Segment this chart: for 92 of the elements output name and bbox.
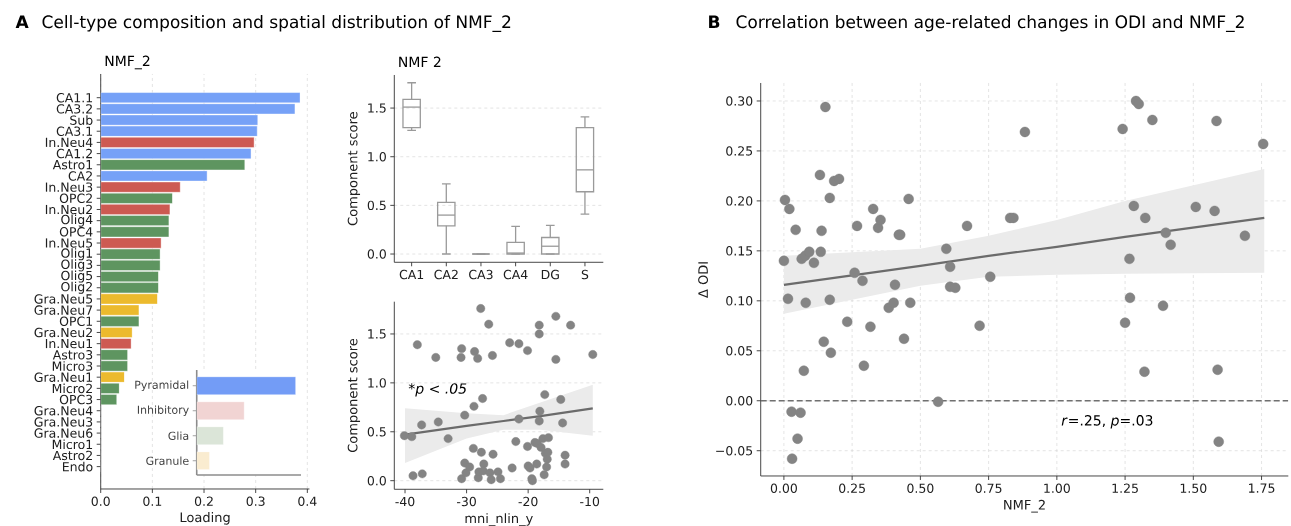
y-tick-label: Micro2	[52, 383, 92, 394]
y-tick-label: 1.5	[368, 103, 386, 113]
annotation: *p < .05	[408, 383, 467, 397]
x-tick-label: 1.50	[1180, 483, 1207, 493]
x-tick-label: 1.25	[1112, 483, 1138, 493]
y-tick-label: In.Neu1	[45, 339, 93, 349]
x-axis-title: mni_nlin_y	[465, 513, 533, 526]
y-tick-label: CA1.2	[56, 148, 92, 159]
x-tick-label: -10	[580, 496, 600, 507]
text: Cell-type composition and spatial distribution of NMF_2	[42, 15, 511, 32]
x-tick-label: 1.00	[1044, 483, 1070, 493]
y-tick-label: Inhibitory	[137, 405, 189, 417]
y-tick-label: Astro2	[52, 450, 92, 461]
y-tick-label: Olig5	[61, 270, 93, 283]
y-tick-label: Gra.Neu1	[34, 372, 93, 382]
x-tick-label: 0.25	[839, 483, 865, 493]
x-tick-label: S	[581, 269, 589, 280]
x-tick-label: 0.00	[770, 483, 797, 493]
x-tick-label: CA4	[503, 269, 528, 280]
x-tick-label: 1.75	[1249, 483, 1275, 493]
y-tick-label: Olig3	[61, 259, 93, 272]
y-tick-label: CA3.2	[56, 104, 92, 114]
y-tick-label: 0.30	[726, 96, 753, 106]
y-tick-label: 0.05	[726, 346, 753, 356]
x-tick-label: 0.0	[91, 496, 110, 506]
y-tick-label: CA3.1	[56, 126, 93, 136]
y-tick-label: 1.0	[368, 151, 386, 162]
y-tick-label: OPC3	[59, 394, 93, 405]
y-tick-label: 0.0	[367, 249, 386, 259]
x-tick-label: 0.3	[246, 496, 265, 506]
y-tick-label: CA1.1	[56, 92, 93, 103]
y-tick-label: −0.05	[716, 445, 753, 456]
y-tick-label: In.Neu2	[45, 204, 92, 215]
y-tick-label: 0.0	[367, 475, 386, 486]
y-tick-label: In.Neu3	[45, 182, 93, 192]
y-tick-label: Gra.Neu2	[34, 327, 92, 338]
text: B	[709, 15, 720, 28]
y-tick-label: Endo	[63, 461, 93, 472]
y-tick-label: 1.5	[368, 329, 386, 339]
y-axis-title: Δ ODI	[698, 262, 708, 298]
chart-title: NMF 2	[399, 56, 441, 67]
y-tick-label: 0.10	[726, 296, 753, 306]
x-tick-label: 0.4	[298, 496, 317, 506]
y-axis-title: Component score	[347, 112, 361, 226]
chart-title: Correlation between age-related changes in ODI and NMF_2	[736, 15, 1244, 32]
y-tick-label: 0.20	[726, 196, 753, 206]
x-tick-label: 0.1	[143, 496, 162, 506]
x-tick-label: CA1	[399, 269, 424, 280]
y-tick-label: OPC4	[59, 227, 93, 237]
chart-title: NMF_2	[105, 55, 150, 70]
y-tick-label: Gra.Neu6	[34, 428, 93, 438]
y-tick-label: 0.15	[726, 246, 753, 256]
y-tick-label: Gra.Neu5	[34, 294, 93, 304]
y-tick-label: Gra.Neu4	[34, 405, 93, 416]
x-tick-label: DG	[541, 269, 559, 280]
y-tick-label: OPC2	[59, 193, 92, 204]
y-tick-label: 0.5	[367, 427, 386, 437]
y-tick-label: 0.25	[726, 146, 753, 156]
x-tick-label: -30	[456, 496, 476, 507]
x-tick-label: -40	[395, 496, 415, 507]
y-tick-label: Astro1	[52, 160, 93, 170]
y-tick-label: 0.5	[367, 200, 386, 211]
x-axis-title: NMF_2	[1004, 499, 1045, 513]
y-tick-label: In.Neu5	[45, 238, 93, 248]
x-tick-label: 0.75	[975, 483, 1002, 493]
y-tick-label: Sub	[70, 115, 93, 125]
y-tick-label: Granule	[146, 456, 189, 465]
y-tick-label: Gra.Neu3	[34, 417, 93, 427]
y-tick-label: Gra.Neu7	[34, 305, 93, 315]
y-tick-label: Astro3	[52, 350, 93, 360]
y-tick-label: Olig2	[61, 281, 92, 294]
y-tick-label: Olig4	[61, 214, 93, 227]
y-tick-label: CA2	[68, 171, 92, 181]
line-series	[782, 216, 1266, 286]
y-tick-label: Micro3	[52, 361, 93, 371]
x-tick-label: CA2	[434, 269, 458, 280]
y-tick-label: Micro1	[52, 439, 93, 450]
y-tick-label: Olig1	[61, 248, 93, 261]
y-tick-label: 1.0	[368, 378, 386, 388]
x-tick-label: CA3	[469, 269, 493, 280]
text: A	[15, 15, 29, 28]
x-tick-label: -20	[518, 496, 538, 507]
annotation: r=.25, p=.03	[1061, 415, 1153, 429]
y-tick-label: In.Neu4	[45, 137, 93, 148]
x-tick-label: 0.50	[907, 483, 934, 493]
y-tick-label: Glia	[168, 431, 189, 440]
x-tick-label: 0.2	[194, 496, 213, 506]
y-axis-title: Component score	[347, 338, 361, 453]
y-tick-label: 0.00	[726, 396, 753, 406]
y-tick-label: OPC1	[59, 316, 93, 327]
x-axis-title: Loading	[180, 512, 230, 525]
y-tick-label: Pyramidal	[135, 380, 189, 392]
